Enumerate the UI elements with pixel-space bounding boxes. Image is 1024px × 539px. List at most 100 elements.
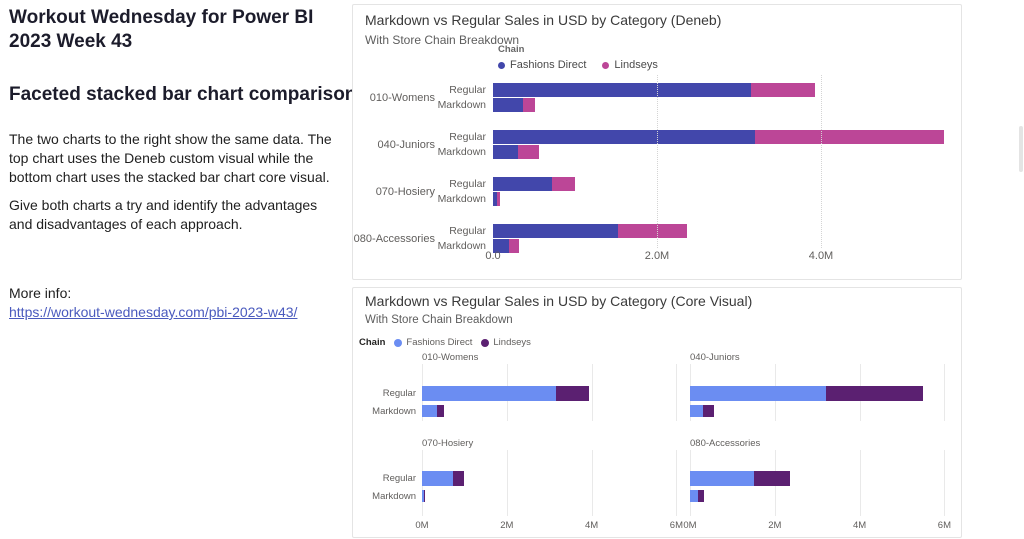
bar-segment-lindseys[interactable] bbox=[509, 239, 520, 253]
legend-item-lindseys[interactable]: Lindseys bbox=[602, 59, 658, 71]
core-visual-chart: Markdown vs Regular Sales in USD by Cate… bbox=[352, 287, 962, 538]
gridline bbox=[506, 450, 508, 516]
bar-segment-fashions-direct[interactable] bbox=[493, 192, 498, 206]
legend: Chain Fashions Direct Lindseys bbox=[498, 44, 658, 71]
bar-segment-lindseys[interactable] bbox=[702, 405, 714, 417]
gridline bbox=[859, 450, 861, 516]
bar-segment-fashions-direct[interactable] bbox=[493, 239, 510, 253]
bar-segment-lindseys[interactable] bbox=[698, 490, 704, 502]
category-label: 010-Womens bbox=[369, 91, 435, 104]
page-subtitle: Faceted stacked bar chart comparison bbox=[9, 84, 357, 105]
gridline bbox=[591, 450, 593, 516]
stacked-bar bbox=[493, 177, 575, 191]
gridline bbox=[676, 450, 678, 516]
bar-segment-lindseys[interactable] bbox=[617, 224, 687, 238]
stacked-bar bbox=[422, 490, 426, 502]
bar-type-label: Regular bbox=[382, 473, 416, 484]
bar-segment-fashions-direct[interactable] bbox=[422, 386, 556, 401]
bar-segment-fashions-direct[interactable] bbox=[690, 405, 703, 417]
bar-segment-lindseys[interactable] bbox=[517, 145, 539, 159]
axis-tick-label: 6M bbox=[937, 520, 951, 531]
bar-type-label: Markdown bbox=[437, 146, 486, 158]
gridline bbox=[944, 364, 946, 421]
chart-subtitle: With Store Chain Breakdown bbox=[365, 314, 513, 326]
axis-tick-label: 4M bbox=[584, 520, 599, 531]
bar-segment-lindseys[interactable] bbox=[755, 130, 944, 144]
chart-subtitle: With Store Chain Breakdown bbox=[365, 33, 520, 47]
axis-tick-label: 2M bbox=[500, 520, 514, 531]
stacked-bar bbox=[422, 386, 589, 401]
gridline bbox=[591, 364, 593, 421]
bar-segment-lindseys[interactable] bbox=[555, 386, 589, 401]
facet-title: 070-Hosiery bbox=[422, 438, 474, 449]
chart-title: Markdown vs Regular Sales in USD by Cate… bbox=[365, 12, 722, 28]
stacked-bar bbox=[422, 471, 465, 486]
category-label: 080-Accessories bbox=[353, 232, 435, 245]
stacked-bar bbox=[690, 471, 791, 486]
bar-segment-fashions-direct[interactable] bbox=[690, 471, 755, 486]
scrollbar-thumb[interactable] bbox=[1019, 126, 1023, 172]
bar-type-label: Regular bbox=[382, 388, 416, 399]
deneb-plot: 010-Womens Regular Markdown 040-Juniors Regu… bbox=[353, 5, 961, 279]
legend: Chain Fashions Direct Lindseys bbox=[359, 337, 531, 348]
bar-segment-lindseys[interactable] bbox=[497, 192, 500, 206]
legend-dot-icon bbox=[394, 338, 403, 347]
bar-segment-lindseys[interactable] bbox=[437, 405, 444, 417]
legend-dot-icon bbox=[498, 61, 505, 69]
bar-segment-fashions-direct[interactable] bbox=[493, 177, 553, 191]
bar-type-label: Regular bbox=[449, 178, 486, 190]
stacked-bar bbox=[493, 145, 539, 159]
axis-tick-label: 4.0M bbox=[808, 250, 834, 262]
bar-segment-lindseys[interactable] bbox=[522, 98, 535, 112]
axis-tick-label: 0M bbox=[415, 520, 429, 531]
axis-tick-label: 0.0 bbox=[485, 250, 501, 262]
bar-type-label: Markdown bbox=[372, 490, 416, 502]
stacked-bar bbox=[493, 98, 535, 112]
bar-segment-fashions-direct[interactable] bbox=[422, 490, 425, 502]
bar-segment-lindseys[interactable] bbox=[552, 177, 575, 191]
bar-segment-fashions-direct[interactable] bbox=[690, 386, 826, 401]
bar-type-label: Regular bbox=[449, 84, 486, 96]
bar-segment-lindseys[interactable] bbox=[825, 386, 924, 401]
legend-label: Lindseys bbox=[614, 59, 658, 71]
bar-type-label: Markdown bbox=[372, 405, 416, 417]
legend-label: Fashions Direct bbox=[406, 337, 473, 348]
bar-segment-fashions-direct[interactable] bbox=[422, 471, 453, 486]
legend-item-fashions-direct[interactable]: Fashions Direct bbox=[394, 337, 472, 348]
bar-segment-fashions-direct[interactable] bbox=[422, 405, 438, 417]
legend-title: Chain bbox=[359, 337, 386, 348]
bar-segment-fashions-direct[interactable] bbox=[690, 490, 699, 502]
stacked-bar bbox=[493, 224, 687, 238]
legend-item-fashions-direct[interactable]: Fashions Direct bbox=[498, 59, 586, 71]
description-paragraph-2: Give both charts a try and identify the … bbox=[9, 197, 318, 232]
bar-type-label: Regular bbox=[449, 225, 486, 237]
legend-title: Chain bbox=[498, 44, 525, 55]
category-label: 070-Hosiery bbox=[375, 185, 435, 198]
deneb-chart: Markdown vs Regular Sales in USD by Cate… bbox=[352, 4, 962, 280]
bar-segment-lindseys[interactable] bbox=[754, 471, 791, 486]
legend-label: Lindseys bbox=[493, 337, 531, 348]
axis-tick-label: 2M bbox=[768, 520, 782, 531]
bar-segment-fashions-direct[interactable] bbox=[493, 130, 756, 144]
legend-item-lindseys[interactable]: Lindseys bbox=[481, 337, 531, 348]
bar-segment-lindseys[interactable] bbox=[452, 471, 465, 486]
facet-title: 040-Juniors bbox=[690, 352, 740, 363]
stacked-bar bbox=[690, 405, 714, 417]
stacked-bar bbox=[493, 239, 520, 253]
stacked-bar bbox=[690, 386, 924, 401]
bar-segment-lindseys[interactable] bbox=[751, 83, 816, 97]
stacked-bar bbox=[690, 490, 704, 502]
bar-segment-fashions-direct[interactable] bbox=[493, 83, 752, 97]
bar-segment-fashions-direct[interactable] bbox=[493, 98, 523, 112]
bar-segment-fashions-direct[interactable] bbox=[493, 224, 618, 238]
more-info-link[interactable]: https://workout-wednesday.com/pbi-2023-w… bbox=[9, 304, 298, 320]
axis-tick-label: 6M bbox=[669, 520, 683, 531]
bar-segment-lindseys[interactable] bbox=[424, 490, 426, 502]
stacked-bar bbox=[493, 83, 816, 97]
stacked-bar bbox=[493, 192, 500, 206]
bar-segment-fashions-direct[interactable] bbox=[493, 145, 518, 159]
page-title: Workout Wednesday for Power BI 2023 Week… bbox=[9, 7, 314, 52]
bar-type-label: Markdown bbox=[437, 240, 486, 252]
facet-title: 010-Womens bbox=[422, 352, 479, 363]
